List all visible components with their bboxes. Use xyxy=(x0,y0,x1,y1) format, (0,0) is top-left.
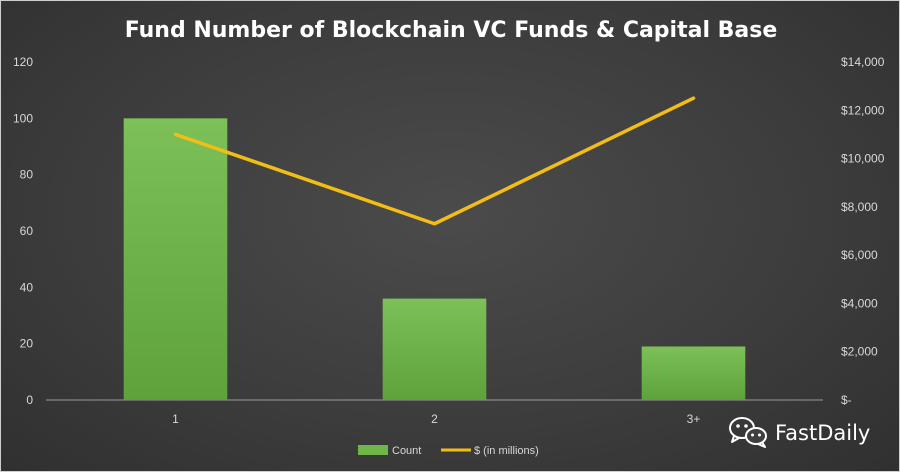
right-tick-label: $10,000 xyxy=(841,152,885,166)
watermark-text: FastDaily xyxy=(775,421,870,445)
legend-label-capital: $ (in millions) xyxy=(474,445,539,457)
watermark: FastDaily xyxy=(730,418,870,447)
left-tick-label: 0 xyxy=(26,393,33,407)
bar-1 xyxy=(124,118,228,400)
left-tick-label: 80 xyxy=(20,168,34,182)
line-capital-base xyxy=(176,98,694,224)
x-tick-label: 1 xyxy=(172,412,179,426)
x-tick-label: 3+ xyxy=(687,412,701,426)
right-tick-label: $- xyxy=(841,393,852,407)
chart-title: Fund Number of Blockchain VC Funds & Cap… xyxy=(125,18,778,43)
line-series xyxy=(175,98,693,224)
wechat-icon xyxy=(730,418,766,447)
left-axis: 0 20 40 60 80 100 120 xyxy=(13,55,33,407)
right-tick-label: $2,000 xyxy=(841,345,878,359)
left-tick-label: 40 xyxy=(20,280,34,294)
x-axis: 1 2 3+ xyxy=(172,412,700,426)
legend-label-count: Count xyxy=(392,445,421,457)
right-tick-label: $8,000 xyxy=(841,200,878,214)
right-tick-label: $14,000 xyxy=(841,55,885,69)
bar-3+ xyxy=(642,346,746,400)
bar-series xyxy=(124,118,746,400)
right-tick-label: $6,000 xyxy=(841,248,878,262)
right-tick-label: $12,000 xyxy=(841,103,885,117)
left-tick-label: 20 xyxy=(20,337,34,351)
left-tick-label: 100 xyxy=(13,111,33,125)
left-tick-label: 120 xyxy=(13,55,33,69)
bar-2 xyxy=(383,299,487,400)
legend: Count $ (in millions) xyxy=(358,445,539,457)
right-tick-label: $4,000 xyxy=(841,296,878,310)
left-tick-label: 60 xyxy=(20,224,34,238)
x-tick-label: 2 xyxy=(431,412,438,426)
legend-swatch-count xyxy=(358,445,388,455)
right-axis: $- $2,000 $4,000 $6,000 $8,000 $10,000 $12,000… xyxy=(841,55,885,407)
